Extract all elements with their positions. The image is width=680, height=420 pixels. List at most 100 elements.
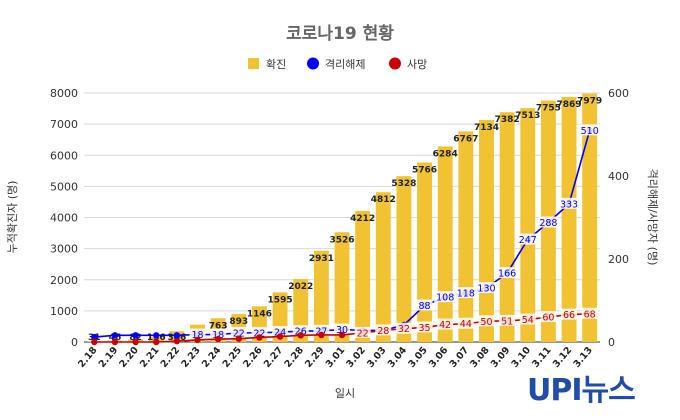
x-tick-label: 2.27 <box>262 345 286 370</box>
confirmed-data-label: 7979 <box>577 97 602 107</box>
x-tick-label: 3.05 <box>406 345 430 370</box>
x-tick-label: 2.26 <box>241 345 265 370</box>
data-label-bg <box>457 317 474 329</box>
x-tick-label: 3.10 <box>510 345 534 370</box>
left-tick-label: 7000 <box>50 118 78 131</box>
confirmed-data-label: 6767 <box>453 134 478 144</box>
legend-swatch-confirmed <box>248 58 259 69</box>
released-data-label: 288 <box>539 218 557 229</box>
data-label-bg <box>519 313 536 325</box>
data-label-bg <box>478 315 495 327</box>
left-tick-label: 3000 <box>50 243 78 256</box>
data-label-bg <box>189 328 206 340</box>
confirmed-data-label: 7755 <box>536 104 561 114</box>
data-label-bg <box>437 318 454 330</box>
right-tick-label: 0 <box>608 336 615 349</box>
left-axis-label: 누적확진자 (명) <box>6 181 19 254</box>
deaths-data-label: 66 <box>563 310 575 321</box>
line-series: 1818222224262730881081181301662472883335… <box>91 124 601 346</box>
data-label-bg <box>416 299 433 311</box>
legend-swatch-deaths <box>389 57 401 70</box>
deaths-point <box>276 333 284 340</box>
data-label-bg <box>454 287 477 299</box>
deaths-point <box>338 331 346 339</box>
data-label-bg <box>395 322 412 334</box>
released-data-label: 247 <box>519 235 537 246</box>
deaths-data-label: 44 <box>460 319 472 330</box>
confirmed-data-label: 2022 <box>288 282 313 292</box>
x-tick-label: 3.03 <box>365 345 389 370</box>
deaths-point <box>194 336 201 344</box>
left-tick-label: 4000 <box>50 212 78 225</box>
right-axis-ticks: 0 200 400 600 <box>608 87 629 349</box>
x-tick-label: 3.11 <box>530 345 554 370</box>
left-tick-label: 2000 <box>50 274 78 287</box>
x-tick-label: 3.08 <box>468 345 492 370</box>
released-data-label: 18 <box>212 330 224 341</box>
confirmed-data-label: 1146 <box>247 309 272 319</box>
data-label-bg <box>354 326 371 338</box>
x-tick-label: 2.22 <box>159 345 183 370</box>
released-point <box>153 332 160 339</box>
deaths-series: 22 28 32 35 42 44 50 51 54 60 66 68 <box>91 307 598 346</box>
deaths-point <box>173 337 181 345</box>
upi-news-logo: UPI뉴스 <box>527 373 636 408</box>
released-data-label: 166 <box>498 269 516 280</box>
data-label-bg <box>499 314 516 326</box>
confirmed-bar <box>417 162 432 342</box>
confirmed-bar <box>520 108 536 343</box>
data-label-bg <box>210 328 227 340</box>
released-data-label: 118 <box>457 289 475 300</box>
logo-upi: UPI <box>527 373 583 408</box>
deaths-data-label: 42 <box>439 320 451 331</box>
x-tick-label: 2.28 <box>283 345 307 370</box>
x-tick-label: 2.23 <box>179 345 203 370</box>
deaths-data-label: 51 <box>501 316 513 327</box>
released-data-label: 510 <box>581 126 599 137</box>
legend-label-released: 격리해제 <box>325 57 365 71</box>
confirmed-bar <box>458 131 474 342</box>
right-tick-label: 400 <box>608 170 629 183</box>
data-label-bg <box>434 291 457 303</box>
data-label-bg <box>230 326 247 338</box>
released-data-label: 18 <box>191 330 203 341</box>
confirmed-data-label: 3526 <box>329 235 354 245</box>
confirmed-data-label: 5766 <box>412 166 437 176</box>
left-axis-ticks: 0 1000 2000 3000 4000 5000 6000 7000 8000 <box>50 87 78 349</box>
confirmed-bar <box>313 250 329 342</box>
x-tick-label: 3.02 <box>344 345 368 370</box>
confirmed-data-label: 7134 <box>474 123 499 133</box>
deaths-data-label: 60 <box>542 313 554 324</box>
legend-swatch-released <box>307 57 319 70</box>
deaths-point <box>235 335 242 342</box>
x-axis-ticks: 2.182.192.202.212.222.232.242.252.262.27… <box>76 345 595 370</box>
data-label-bg <box>375 324 392 336</box>
released-point <box>91 333 98 341</box>
deaths-point <box>214 335 222 343</box>
x-tick-label: 2.18 <box>76 345 100 370</box>
x-tick-label: 2.20 <box>117 345 141 370</box>
data-label-bg <box>537 216 560 228</box>
x-tick-label: 2.24 <box>200 345 224 370</box>
confirmed-data-label: 6284 <box>433 149 458 159</box>
confirmed-bar <box>437 146 453 342</box>
confirmed-data-label: 1595 <box>268 295 293 305</box>
confirmed-data-label: 763 <box>209 321 228 331</box>
deaths-point <box>297 332 304 339</box>
confirmed-bar <box>582 93 598 342</box>
confirmed-bar <box>355 210 371 342</box>
released-data-label: 88 <box>419 301 431 312</box>
data-label-bg <box>313 324 330 336</box>
released-data-label: 108 <box>436 293 454 304</box>
x-tick-label: 2.19 <box>97 345 121 370</box>
x-tick-label: 2.29 <box>303 345 327 370</box>
left-tick-label: 8000 <box>50 87 78 100</box>
confirmed-data-label: 7869 <box>557 100 582 110</box>
confirmed-data-label: 2931 <box>309 254 334 264</box>
right-tick-label: 600 <box>608 87 629 100</box>
deaths-point <box>318 331 325 339</box>
confirmed-data-label: 7513 <box>515 111 540 121</box>
deaths-point <box>91 338 98 346</box>
released-point <box>173 332 181 339</box>
confirmed-data-label: 893 <box>229 317 248 327</box>
